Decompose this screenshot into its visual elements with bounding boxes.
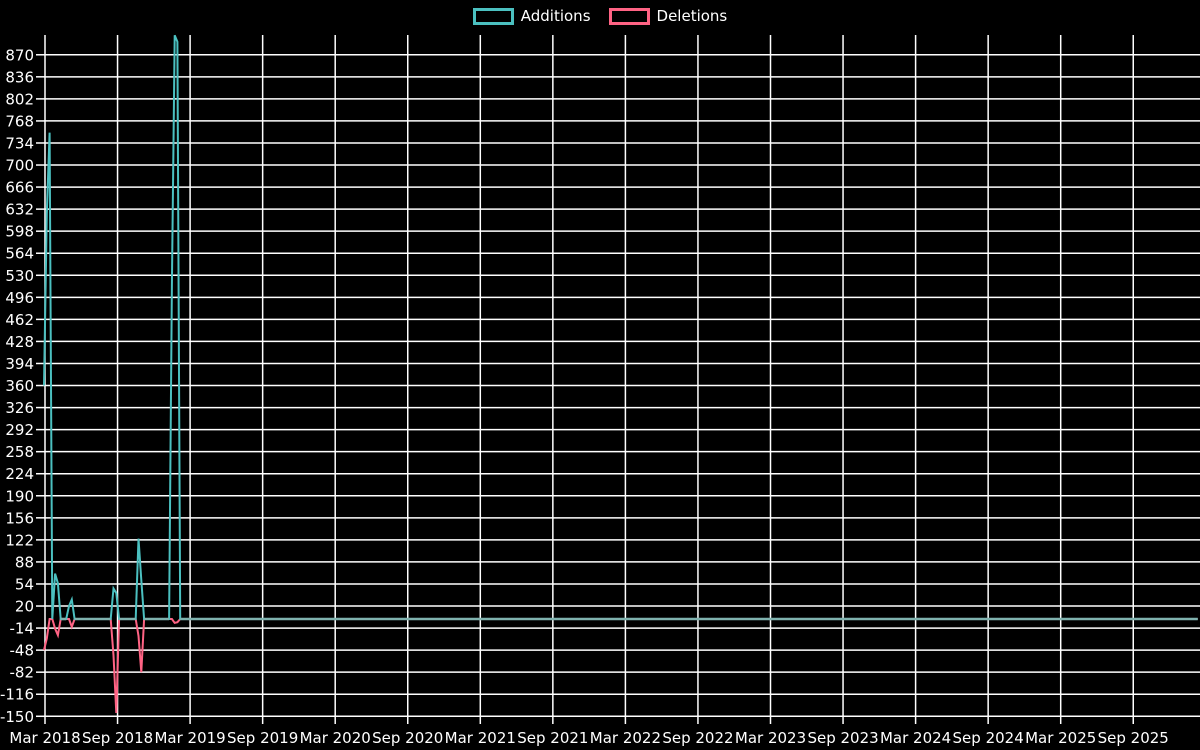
y-tick-label: 734 xyxy=(5,134,34,152)
x-tick-label: Mar 2021 xyxy=(445,729,516,747)
y-tick-label: 530 xyxy=(5,267,34,285)
axis-labels: Mar 2018 Sep 2018 Mar 2019 Sep 2019 Mar 2020… xyxy=(0,46,1169,747)
x-tick-label: Sep 2024 xyxy=(953,729,1024,747)
y-tick-label: 496 xyxy=(5,289,34,307)
x-tick-label: Sep 2019 xyxy=(227,729,298,747)
gridlines xyxy=(36,35,1200,724)
y-tick-label: 156 xyxy=(5,509,34,527)
x-tick-label: Mar 2022 xyxy=(590,729,661,747)
y-tick-label: 802 xyxy=(5,90,34,108)
y-tick-label: 88 xyxy=(15,553,34,571)
x-tick-label: Mar 2020 xyxy=(300,729,371,747)
y-tick-label: 258 xyxy=(5,443,34,461)
y-tick-label: 326 xyxy=(5,399,34,417)
y-tick-label: 428 xyxy=(5,333,34,351)
x-tick-label: Mar 2018 xyxy=(9,729,80,747)
y-tick-label: 360 xyxy=(5,377,34,395)
x-tick-label: Sep 2020 xyxy=(372,729,443,747)
y-tick-label: 292 xyxy=(5,421,34,439)
y-tick-label: 700 xyxy=(5,157,34,175)
x-tick-label: Sep 2021 xyxy=(517,729,588,747)
y-tick-label: -14 xyxy=(10,620,35,638)
y-tick-label: 836 xyxy=(5,68,34,86)
y-tick-label: 462 xyxy=(5,311,34,329)
x-tick-label: Sep 2025 xyxy=(1098,729,1169,747)
y-tick-label: 768 xyxy=(5,112,34,130)
y-tick-label: -82 xyxy=(10,664,35,682)
y-tick-label: 190 xyxy=(5,487,34,505)
y-tick-label: 632 xyxy=(5,201,34,219)
additions-swatch-icon xyxy=(472,7,514,25)
y-tick-label: 870 xyxy=(5,46,34,64)
additions-line xyxy=(43,34,1198,620)
x-tick-label: Sep 2023 xyxy=(807,729,878,747)
series-lines xyxy=(43,34,1198,714)
y-tick-label: 394 xyxy=(5,355,34,373)
y-tick-label: 20 xyxy=(15,598,34,616)
x-tick-label: Mar 2023 xyxy=(735,729,806,747)
y-tick-label: 122 xyxy=(5,531,34,549)
y-tick-label: 224 xyxy=(5,465,34,483)
y-tick-label: 666 xyxy=(5,179,34,197)
legend-label-additions: Additions xyxy=(520,7,591,25)
x-tick-label: Sep 2018 xyxy=(82,729,153,747)
y-tick-label: -116 xyxy=(0,686,34,704)
deletions-swatch-icon xyxy=(608,7,650,25)
x-tick-label: Mar 2024 xyxy=(880,729,951,747)
y-tick-label: -48 xyxy=(10,642,35,660)
y-tick-label: 564 xyxy=(5,245,34,263)
y-tick-label: 598 xyxy=(5,223,34,241)
x-tick-label: Mar 2025 xyxy=(1025,729,1096,747)
legend-item-deletions[interactable]: Deletions xyxy=(608,7,728,25)
chart-legend: Additions Deletions xyxy=(0,7,1200,25)
y-tick-label: -150 xyxy=(0,708,34,726)
x-tick-label: Sep 2022 xyxy=(662,729,733,747)
y-tick-label: 54 xyxy=(15,575,34,593)
x-tick-label: Mar 2019 xyxy=(154,729,225,747)
deletions-line xyxy=(43,618,1198,714)
legend-label-deletions: Deletions xyxy=(656,7,728,25)
legend-item-additions[interactable]: Additions xyxy=(472,7,591,25)
